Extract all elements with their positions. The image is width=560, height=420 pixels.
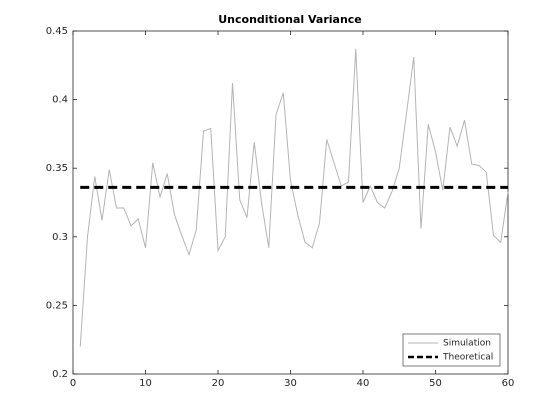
chart-title: Unconditional Variance <box>218 13 362 26</box>
legend-label: Simulation <box>443 339 491 349</box>
y-tick-label: 0.4 <box>52 95 68 106</box>
y-tick-label: 0.35 <box>46 163 68 174</box>
legend-box <box>402 333 501 367</box>
series-line <box>79 48 509 347</box>
plot-area <box>72 30 509 375</box>
y-tick-label: 0.3 <box>52 232 68 243</box>
x-tick-label: 50 <box>429 378 442 389</box>
x-tick-label: 60 <box>502 378 515 389</box>
x-tick-label: 30 <box>284 378 297 389</box>
y-tick-label: 0.45 <box>46 26 68 37</box>
legend-label: Theoretical <box>442 353 493 363</box>
y-tick-label: 0.2 <box>52 369 68 380</box>
x-tick-label: 40 <box>357 378 370 389</box>
x-tick-label: 10 <box>139 378 152 389</box>
x-tick-label: 0 <box>70 378 76 389</box>
x-tick-label: 20 <box>212 378 225 389</box>
y-tick-label: 0.25 <box>46 300 68 311</box>
